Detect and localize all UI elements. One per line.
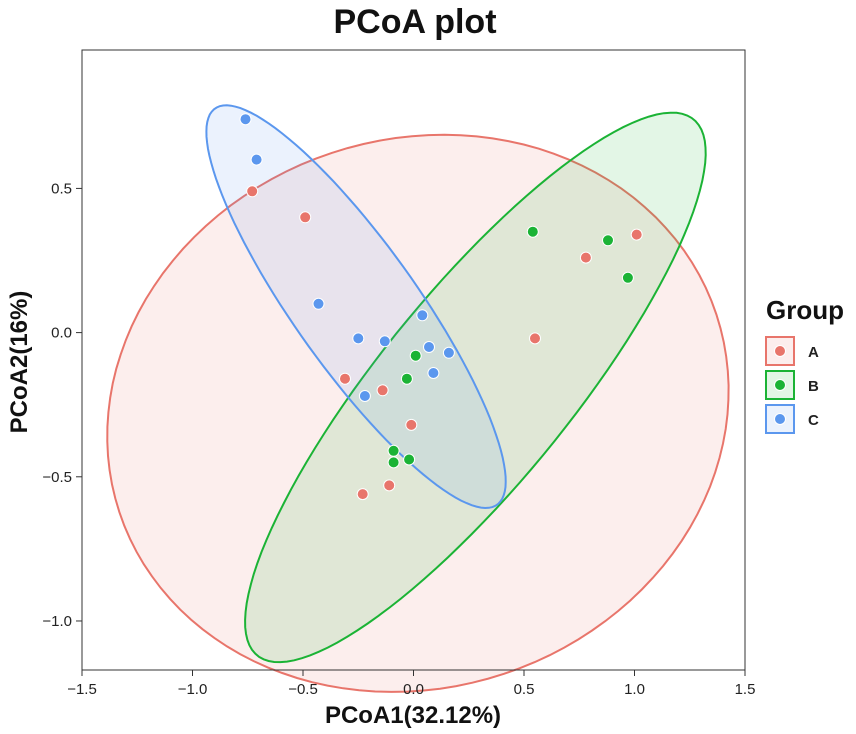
point-group-c: [239, 113, 252, 126]
point-group-c: [442, 346, 455, 359]
chart-title: PCoA plot: [333, 3, 496, 41]
legend-label-c: C: [808, 412, 819, 429]
point-group-a: [630, 228, 643, 241]
point-group-b: [387, 444, 400, 457]
ellipse-layer: [106, 104, 730, 693]
point-group-a: [405, 418, 418, 431]
legend-key-point: [774, 379, 786, 391]
y-tick-label: −1.0: [42, 613, 72, 630]
legend-key-point: [774, 345, 786, 357]
point-group-b: [387, 456, 400, 469]
point-group-b: [409, 349, 422, 362]
x-tick-label: 0.0: [403, 681, 424, 698]
x-axis: −1.5 −1.0 −0.5 0.0 0.5 1.0 1.5: [67, 670, 755, 698]
y-axis-title: PCoA2(16%): [6, 291, 33, 434]
x-tick-label: −1.0: [178, 681, 208, 698]
y-tick-label: 0.5: [51, 180, 72, 197]
x-tick-label: −0.5: [288, 681, 318, 698]
y-tick-label: −0.5: [42, 469, 72, 486]
point-group-c: [352, 332, 365, 345]
point-group-b: [403, 453, 416, 466]
point-group-b: [526, 225, 539, 238]
point-group-a: [339, 372, 351, 385]
point-group-a: [246, 185, 259, 198]
point-group-b: [400, 372, 413, 385]
x-tick-label: 1.0: [624, 681, 645, 698]
x-tick-label: −1.5: [67, 681, 97, 698]
point-group-b: [602, 234, 614, 247]
points-layer: [239, 113, 643, 501]
point-group-a: [376, 384, 389, 397]
point-group-c: [358, 390, 371, 402]
legend-title: Group: [766, 295, 844, 325]
legend-key-point: [774, 413, 786, 425]
point-group-a: [299, 211, 312, 224]
x-tick-label: 0.5: [514, 681, 535, 698]
point-group-c: [250, 153, 263, 166]
point-group-c: [416, 309, 429, 322]
point-group-a: [529, 332, 541, 345]
y-tick-label: 0.0: [51, 325, 72, 342]
legend-label-b: B: [808, 378, 819, 395]
x-tick-label: 1.5: [735, 681, 756, 698]
point-group-a: [356, 488, 369, 501]
point-group-a: [383, 479, 396, 492]
y-axis: −1.0 −0.5 0.0 0.5: [42, 180, 82, 630]
legend: Group ABC: [765, 295, 844, 434]
point-group-c: [312, 297, 325, 310]
point-group-b: [621, 271, 634, 284]
point-group-c: [423, 341, 435, 353]
point-group-a: [579, 251, 592, 264]
legend-key-b: [765, 370, 795, 400]
point-group-c: [378, 335, 391, 348]
x-axis-title: PCoA1(32.12%): [325, 702, 501, 729]
point-group-c: [427, 367, 440, 379]
legend-label-a: A: [808, 344, 819, 361]
